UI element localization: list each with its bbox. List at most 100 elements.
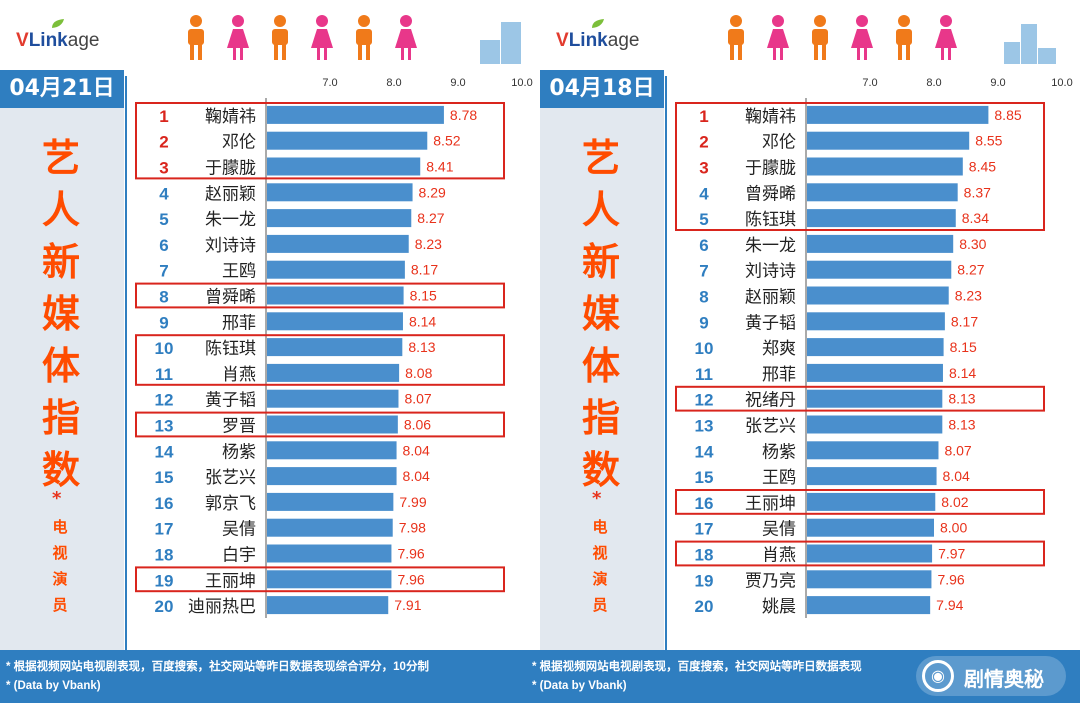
person-leg-icon bbox=[738, 44, 742, 60]
podium-icon bbox=[480, 22, 521, 64]
value-label: 8.78 bbox=[450, 107, 477, 123]
rank-label: 19 bbox=[695, 571, 714, 590]
x-tick-label: 7.0 bbox=[862, 77, 877, 89]
rank-label: 2 bbox=[699, 133, 708, 152]
chart-subtitle: 电视演员 bbox=[592, 518, 608, 614]
rank-label: 10 bbox=[155, 339, 174, 358]
x-tick-label: 9.0 bbox=[990, 77, 1005, 89]
person-leg-icon bbox=[941, 48, 944, 60]
rank-label: 4 bbox=[699, 184, 709, 203]
bar bbox=[807, 570, 932, 589]
podium-block bbox=[501, 22, 521, 64]
bar-chart-svg: 7.0 8.0 9.0 10.0 1 鞠婧祎 8.85 2 邓伦 8.55 3 于朦胧 8.45 4 曾舜晞… bbox=[665, 76, 1073, 650]
rank-label: 5 bbox=[159, 210, 168, 229]
people-icon-row bbox=[728, 15, 957, 60]
bar bbox=[267, 260, 405, 279]
rank-label: 13 bbox=[695, 417, 714, 436]
category-label: 曾舜晞 bbox=[205, 288, 256, 308]
value-label: 7.99 bbox=[399, 494, 426, 510]
rank-label: 18 bbox=[155, 546, 174, 565]
value-label: 8.14 bbox=[949, 365, 976, 381]
value-label: 8.85 bbox=[994, 107, 1021, 123]
bar bbox=[807, 415, 943, 434]
bar bbox=[267, 363, 400, 382]
highlight-box bbox=[675, 540, 1045, 567]
bar bbox=[267, 105, 444, 124]
person-leg-icon bbox=[401, 48, 404, 60]
star-mark: * bbox=[592, 488, 602, 509]
data-source-right: * (Data by Vbank) bbox=[532, 680, 627, 692]
x-tick-label: 10.0 bbox=[511, 77, 532, 89]
logo-leaf-icon bbox=[592, 19, 604, 28]
highlight-box bbox=[135, 102, 505, 180]
bar bbox=[267, 338, 403, 357]
bar bbox=[267, 157, 421, 176]
rank-label: 17 bbox=[695, 520, 714, 539]
date-label: 04月21日 bbox=[0, 70, 124, 108]
person-leg-icon bbox=[822, 44, 826, 60]
value-label: 8.27 bbox=[957, 262, 984, 278]
person-leg-icon bbox=[198, 44, 202, 60]
rank-label: 15 bbox=[695, 468, 714, 487]
bar bbox=[807, 183, 958, 202]
podium-icon bbox=[1004, 24, 1056, 64]
value-label: 8.04 bbox=[403, 442, 430, 458]
person-leg-icon bbox=[274, 44, 278, 60]
person-head-icon bbox=[730, 15, 742, 27]
rank-label: 5 bbox=[699, 210, 708, 229]
logo-leaf-icon bbox=[52, 19, 64, 28]
rank-label: 1 bbox=[159, 107, 168, 126]
bar bbox=[267, 570, 392, 589]
person-leg-icon bbox=[773, 48, 776, 60]
bar bbox=[267, 518, 393, 537]
chart-title: 艺人新媒体指数 bbox=[41, 136, 80, 492]
person-head-icon bbox=[358, 15, 370, 27]
highlight-box bbox=[135, 411, 505, 438]
person-leg-icon bbox=[864, 48, 867, 60]
category-label: 吴倩 bbox=[762, 520, 796, 540]
rank-label: 14 bbox=[695, 442, 714, 461]
value-label: 8.23 bbox=[415, 236, 442, 252]
person-leg-icon bbox=[324, 48, 327, 60]
person-leg-icon bbox=[780, 48, 783, 60]
category-label: 刘诗诗 bbox=[205, 236, 256, 256]
highlight-box bbox=[675, 102, 1045, 231]
category-label: 张艺兴 bbox=[205, 468, 256, 488]
person-head-icon bbox=[856, 15, 868, 27]
value-label: 8.07 bbox=[944, 442, 971, 458]
category-label: 陈钰琪 bbox=[205, 339, 256, 359]
category-label: 鞠婧祎 bbox=[205, 107, 256, 127]
person-body-icon bbox=[356, 29, 372, 45]
rank-label: 13 bbox=[155, 417, 174, 436]
person-body-icon bbox=[728, 29, 744, 45]
bar-chart-0418: 7.0 8.0 9.0 10.0 1 鞠婧祎 8.85 2 邓伦 8.55 3 于朦胧 8.45 4 曾舜晞… bbox=[664, 70, 1078, 650]
rank-label: 19 bbox=[155, 571, 174, 590]
person-leg-icon bbox=[857, 48, 860, 60]
rank-label: 12 bbox=[155, 391, 174, 410]
value-label: 8.02 bbox=[941, 494, 968, 510]
value-label: 8.41 bbox=[426, 159, 453, 175]
rank-label: 1 bbox=[699, 107, 708, 126]
value-label: 7.94 bbox=[936, 597, 963, 613]
person-head-icon bbox=[190, 15, 202, 27]
bar bbox=[807, 286, 949, 305]
people-icon-row bbox=[188, 15, 417, 60]
person-leg-icon bbox=[240, 48, 243, 60]
bar bbox=[807, 312, 945, 331]
bar bbox=[267, 209, 412, 228]
rank-label: 18 bbox=[695, 546, 714, 565]
title-sidebar: 艺人新媒体指数 * 电视演员 bbox=[0, 108, 124, 650]
title-sidebar: 艺人新媒体指数 * 电视演员 bbox=[540, 108, 664, 650]
bar bbox=[267, 183, 413, 202]
person-head-icon bbox=[316, 15, 328, 27]
person-head-icon bbox=[898, 15, 910, 27]
category-label: 杨紫 bbox=[762, 442, 796, 462]
value-label: 8.07 bbox=[404, 391, 431, 407]
person-leg-icon bbox=[317, 48, 320, 60]
highlight-box bbox=[135, 334, 505, 386]
bar bbox=[807, 363, 943, 382]
category-label: 肖燕 bbox=[222, 365, 256, 385]
person-leg-icon bbox=[358, 44, 362, 60]
person-body-icon bbox=[896, 29, 912, 45]
rank-label: 8 bbox=[699, 288, 708, 307]
